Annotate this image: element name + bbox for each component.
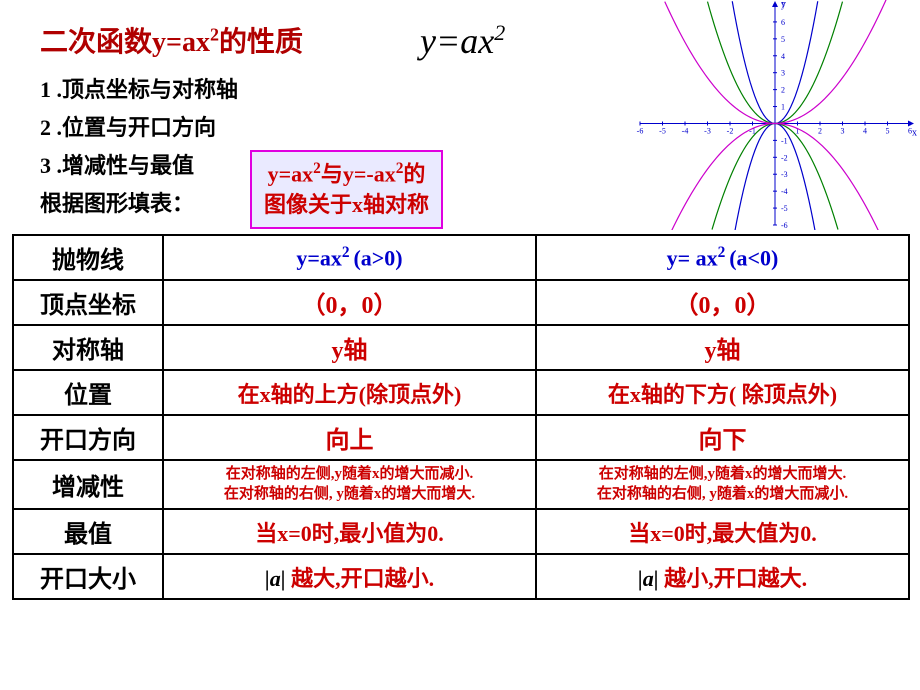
top-section: 二次函数y=ax2的性质 1 .顶点坐标与对称轴 2 .位置与开口方向 3 .增…: [0, 0, 920, 234]
position-b: 在x轴的下方( 除顶点外): [536, 370, 909, 415]
svg-text:y: y: [781, 0, 786, 10]
table-row: 增减性 在对称轴的左侧,y随着x的增大而减小. 在对称轴的右侧, y随着x的增大…: [13, 460, 909, 509]
title-text-2: 的性质: [219, 27, 303, 58]
svg-text:-6: -6: [781, 221, 788, 230]
properties-table: 抛物线 y=ax2 (a>0) y= ax2 (a<0) 顶点坐标 （0，0） …: [12, 234, 910, 600]
formula-display: y=ax2: [420, 20, 505, 62]
row-label: 开口方向: [13, 415, 163, 460]
parabola-graph: -6-5-4-3-2-1123456-6-5-4-3-2-11234567xy: [630, 0, 920, 230]
formula-text: y=ax: [420, 21, 494, 61]
table-row: 位置 在x轴的上方(除顶点外) 在x轴的下方( 除顶点外): [13, 370, 909, 415]
position-a: 在x轴的上方(除顶点外): [163, 370, 536, 415]
table-row: 开口方向 向上 向下: [13, 415, 909, 460]
row-label: 对称轴: [13, 325, 163, 370]
title-text-1: 二次函数y=ax: [40, 27, 210, 58]
open-dir-b: 向下: [536, 415, 909, 460]
svg-text:-4: -4: [781, 187, 788, 196]
note-line-1: y=ax2与y=-ax2的: [264, 158, 429, 190]
table-row: 最值 当x=0时,最小值为0. 当x=0时,最大值为0.: [13, 509, 909, 554]
svg-text:2: 2: [818, 126, 822, 135]
svg-text:1: 1: [781, 103, 785, 112]
row-label: 位置: [13, 370, 163, 415]
svg-text:5: 5: [886, 126, 890, 135]
open-dir-a: 向上: [163, 415, 536, 460]
svg-text:6: 6: [781, 18, 785, 27]
vertex-b: （0，0）: [536, 280, 909, 325]
svg-text:4: 4: [863, 126, 867, 135]
svg-text:-3: -3: [781, 170, 788, 179]
svg-text:x: x: [912, 127, 917, 138]
monotone-b: 在对称轴的左侧,y随着x的增大而增大. 在对称轴的右侧, y随着x的增大而减小.: [536, 460, 909, 509]
monotone-a: 在对称轴的左侧,y随着x的增大而减小. 在对称轴的右侧, y随着x的增大而增大.: [163, 460, 536, 509]
axis-b: y轴: [536, 325, 909, 370]
formula-sup: 2: [494, 20, 505, 45]
open-size-a: |a| 越大,开口越小.: [163, 554, 536, 599]
note-1a: y=ax: [268, 161, 314, 186]
svg-text:-3: -3: [704, 126, 711, 135]
row-label: 开口大小: [13, 554, 163, 599]
note-line-2: 图像关于x轴对称: [264, 190, 429, 221]
row-label: 顶点坐标: [13, 280, 163, 325]
svg-text:3: 3: [781, 69, 785, 78]
axis-a: y轴: [163, 325, 536, 370]
table-row: 开口大小 |a| 越大,开口越小. |a| 越小,开口越大.: [13, 554, 909, 599]
svg-text:-2: -2: [781, 153, 788, 162]
svg-text:5: 5: [781, 35, 785, 44]
svg-text:-1: -1: [781, 136, 788, 145]
row-label: 抛物线: [13, 235, 163, 280]
svg-text:2: 2: [781, 86, 785, 95]
svg-text:-4: -4: [682, 126, 689, 135]
table-row: 顶点坐标 （0，0） （0，0）: [13, 280, 909, 325]
extreme-b: 当x=0时,最大值为0.: [536, 509, 909, 554]
open-size-b: |a| 越小,开口越大.: [536, 554, 909, 599]
note-1b: 与y=-ax: [321, 161, 396, 186]
col-b-header: y= ax2 (a<0): [536, 235, 909, 280]
vertex-a: （0，0）: [163, 280, 536, 325]
table-row: 抛物线 y=ax2 (a>0) y= ax2 (a<0): [13, 235, 909, 280]
symmetry-note: y=ax2与y=-ax2的 图像关于x轴对称: [250, 150, 443, 229]
svg-text:-6: -6: [637, 126, 644, 135]
title-sup: 2: [210, 25, 219, 45]
col-a-header: y=ax2 (a>0): [163, 235, 536, 280]
svg-text:-5: -5: [781, 204, 788, 213]
table-row: 对称轴 y轴 y轴: [13, 325, 909, 370]
svg-text:-2: -2: [727, 126, 734, 135]
svg-text:-5: -5: [659, 126, 666, 135]
svg-text:3: 3: [841, 126, 845, 135]
row-label: 最值: [13, 509, 163, 554]
note-1c: 的: [403, 161, 425, 186]
svg-text:4: 4: [781, 52, 785, 61]
row-label: 增减性: [13, 460, 163, 509]
extreme-a: 当x=0时,最小值为0.: [163, 509, 536, 554]
